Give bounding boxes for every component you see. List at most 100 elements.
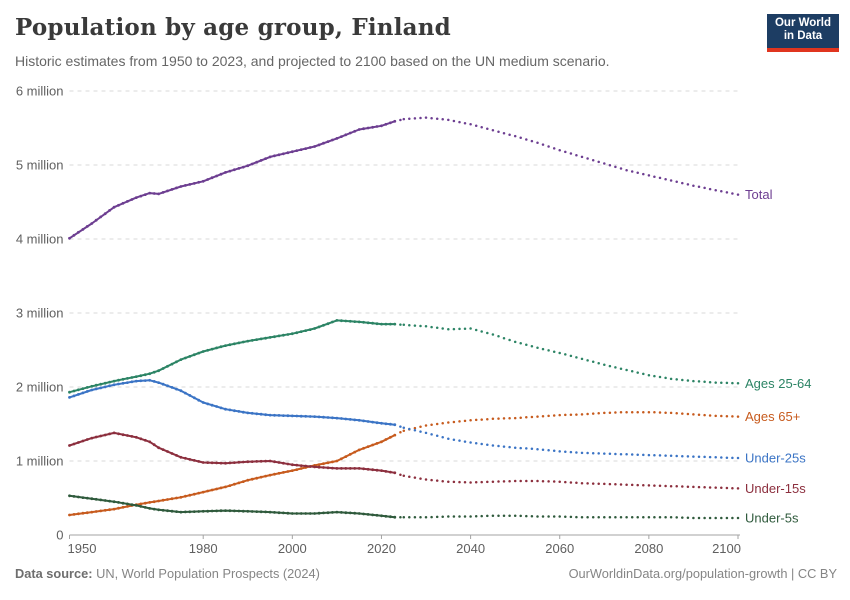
- series-marker-under-15s: [340, 467, 343, 470]
- series-projection-dot-under-25s: [614, 452, 617, 456]
- series-projection-dot-under-25s: [441, 436, 444, 439]
- series-marker-ages-65: [250, 477, 254, 481]
- series-marker-under-5s: [335, 510, 339, 514]
- series-marker-under-25s: [277, 414, 281, 417]
- series-marker-ages-65: [161, 498, 165, 502]
- citation-link[interactable]: OurWorldinData.org/population-growth | C…: [568, 566, 837, 581]
- series-marker-under-15s: [192, 459, 196, 462]
- series-projection-dot-total: [547, 145, 550, 148]
- series-marker-ages-65: [85, 511, 89, 515]
- series-marker-ages-25-64: [268, 336, 272, 339]
- series-marker-under-15s: [184, 456, 187, 460]
- series-marker-under-15s: [246, 460, 250, 464]
- series-line-historic-total[interactable]: [68, 120, 396, 240]
- series-marker-under-15s: [170, 452, 174, 455]
- series-projection-dot-total: [725, 191, 729, 194]
- series-line-historic-under-15s[interactable]: [69, 431, 395, 474]
- series-projection-dot-under-25s: [530, 447, 534, 451]
- series-projection-dot-under-15s: [399, 473, 402, 476]
- series-marker-ages-65: [139, 502, 143, 506]
- series-projection-dot-under-15s: [480, 480, 483, 484]
- series-projection-dot-ages-65: [708, 414, 712, 417]
- series-marker-under-15s: [308, 465, 312, 468]
- series-label-under-25s[interactable]: Under-25s: [745, 451, 806, 466]
- series-projection-dot-ages-25-64: [608, 364, 612, 368]
- series-label-ages-65[interactable]: Ages 65+: [745, 409, 800, 424]
- series-projection-dot-total: [586, 157, 589, 160]
- series-marker-under-25s: [184, 391, 187, 395]
- series-projection-dot-ages-25-64: [474, 328, 478, 332]
- series-projection-dot-total: [653, 175, 656, 178]
- series-projection-dot-under-25s: [508, 445, 511, 449]
- series-marker-under-25s: [224, 407, 227, 411]
- series-marker-under-15s: [264, 459, 267, 463]
- series-marker-ages-65: [384, 438, 388, 441]
- series-marker-ages-65: [357, 448, 361, 452]
- x-axis-label: 2060: [545, 541, 574, 556]
- series-marker-ages-25-64: [326, 322, 330, 326]
- series-projection-dot-total: [463, 121, 467, 125]
- series-marker-total: [268, 155, 272, 159]
- series-projection-dot-total: [669, 179, 673, 182]
- series-projection-dot-under-5s: [720, 516, 723, 520]
- series-projection-dot-under-5s: [519, 514, 522, 518]
- series-marker-under-15s: [166, 450, 169, 453]
- series-marker-ages-25-64: [366, 321, 370, 325]
- series-marker-under-25s: [384, 422, 388, 426]
- series-projection-dot-total: [525, 138, 528, 141]
- series-marker-under-5s: [157, 508, 161, 512]
- series-marker-under-5s: [224, 509, 227, 512]
- series-marker-ages-25-64: [188, 355, 192, 358]
- series-projection-dot-under-5s: [647, 515, 651, 519]
- series-projection-dot-under-15s: [435, 479, 439, 482]
- series-marker-ages-25-64: [380, 322, 383, 326]
- series-projection-dot-ages-65: [591, 412, 595, 415]
- series-projection-dot-total: [575, 153, 578, 157]
- series-marker-total: [322, 141, 325, 145]
- series-marker-ages-25-64: [85, 386, 89, 389]
- series-projection-dot-under-25s: [552, 449, 556, 453]
- owid-logo[interactable]: Our World in Data: [767, 14, 839, 52]
- series-projection-dot-under-25s: [547, 449, 550, 452]
- series-marker-total: [264, 157, 267, 161]
- series-projection-dot-ages-25-64: [692, 379, 695, 383]
- series-projection-dot-under-5s: [636, 515, 639, 519]
- series-marker-total: [215, 174, 219, 178]
- series-projection-dot-ages-25-64: [452, 327, 456, 331]
- series-projection-dot-under-25s: [675, 454, 678, 458]
- series-projection-dot-under-5s: [708, 516, 712, 520]
- series-projection-dot-under-15s: [575, 481, 578, 485]
- series-label-ages-25-64[interactable]: Ages 25-64: [745, 376, 812, 391]
- series-projection-dot-under-5s: [552, 515, 556, 518]
- series-projection-dot-ages-25-64: [408, 323, 411, 327]
- series-projection-dot-under-15s: [508, 479, 511, 483]
- series-marker-under-5s: [317, 511, 321, 515]
- series-projection-dot-total: [580, 155, 584, 159]
- series-marker-ages-65: [170, 497, 174, 501]
- series-projection-dot-ages-25-64: [625, 368, 628, 372]
- series-marker-under-25s: [308, 415, 312, 418]
- series-marker-under-5s: [268, 510, 272, 514]
- series-marker-total: [233, 168, 236, 172]
- series-marker-under-15s: [353, 467, 357, 470]
- series-marker-under-25s: [255, 412, 259, 416]
- series-marker-ages-25-64: [340, 319, 343, 323]
- series-marker-ages-65: [188, 493, 192, 497]
- chart-footer: Data source: UN, World Population Prospe…: [15, 566, 837, 581]
- series-projection-dot-under-15s: [653, 484, 656, 487]
- series-projection-dot-under-25s: [603, 452, 606, 455]
- series-marker-total: [161, 191, 165, 194]
- series-projection-dot-under-5s: [452, 515, 456, 518]
- series-marker-under-5s: [77, 495, 80, 499]
- series-marker-under-5s: [126, 502, 129, 506]
- series-marker-under-25s: [282, 414, 285, 417]
- series-label-under-15s[interactable]: Under-15s: [745, 481, 806, 496]
- series-marker-ages-65: [184, 494, 187, 498]
- series-projection-dot-under-15s: [491, 480, 495, 483]
- series-projection-dot-under-25s: [458, 439, 461, 442]
- series-label-under-5s[interactable]: Under-5s: [745, 510, 799, 525]
- series-label-total[interactable]: Total: [745, 187, 773, 202]
- series-marker-total: [371, 125, 374, 129]
- series-marker-total: [143, 193, 147, 197]
